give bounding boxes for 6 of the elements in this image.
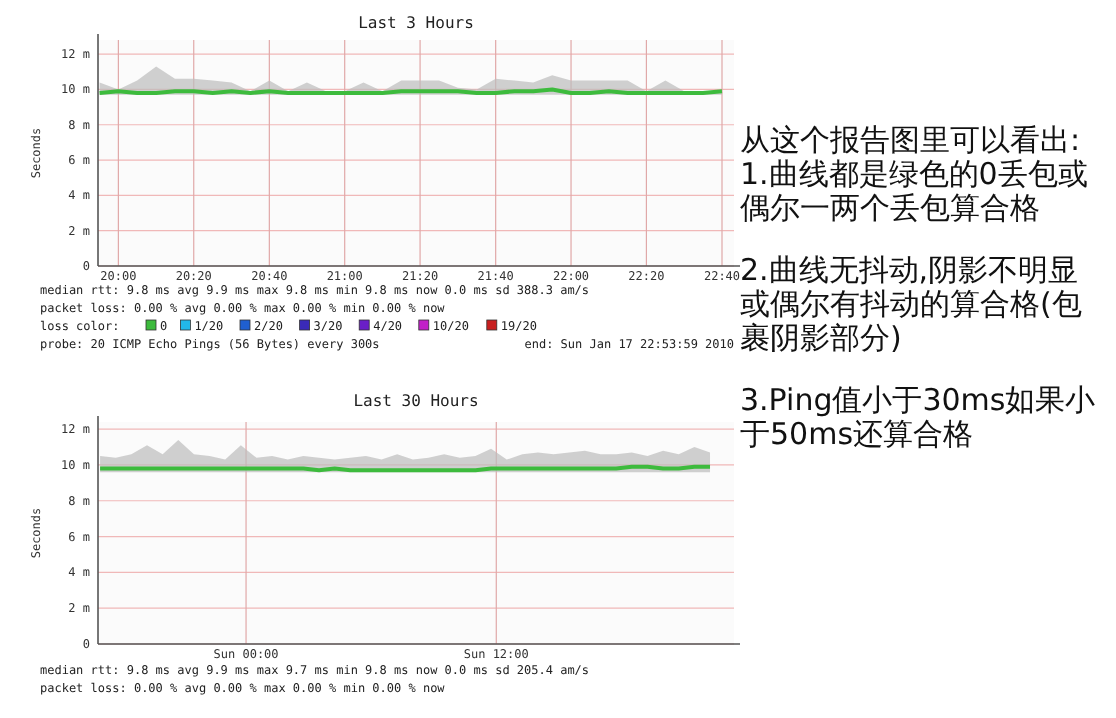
chart-title: Last 3 Hours	[358, 14, 475, 32]
text: 1.曲线都是绿色的0丢包或偶尔一两个丢包算合格	[740, 156, 1090, 226]
text: 2.曲线无抖动,阴影不明显或偶尔有抖动的算合格(包裹阴影部分)	[740, 252, 1084, 356]
text: 从这个报告图里可以看出:	[740, 122, 1083, 158]
text: 3.Ping值小于30ms如果小于50ms还算合格	[740, 382, 1096, 452]
chart-title: Last 30 Hours	[353, 392, 479, 410]
